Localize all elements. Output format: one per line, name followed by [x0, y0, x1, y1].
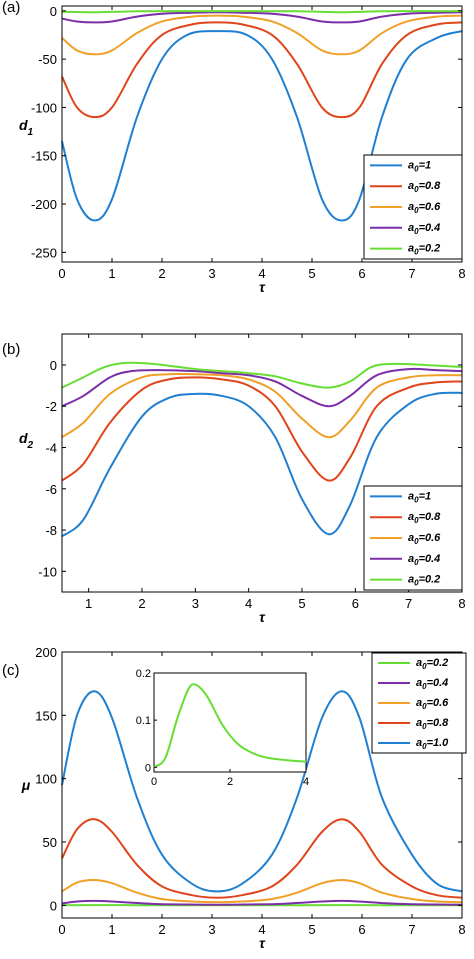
inset-series-line [153, 683, 307, 769]
x-tick-label: 7 [405, 596, 412, 611]
legend-entry: a0=1 [408, 159, 431, 173]
y-tick-label: -2 [45, 399, 57, 414]
series-line [61, 10, 463, 14]
panel-label: (a) [2, 0, 20, 16]
series-line [61, 391, 463, 538]
series-line [61, 899, 463, 906]
x-tick-label: 2 [158, 266, 165, 281]
x-tick-label: 4 [258, 922, 265, 937]
x-axis-label: τ [259, 279, 266, 295]
x-tick-label: 7 [408, 922, 415, 937]
x-tick-label: 6 [358, 266, 365, 281]
x-tick-label: 0 [58, 922, 65, 937]
x-tick-label: 1 [108, 266, 115, 281]
legend: a0=0.2 a0=0.4 a0=0.6 a0=0.8 a0=1.0 [371, 652, 467, 754]
series-line [61, 372, 463, 439]
x-tick-label: 8 [458, 922, 465, 937]
y-tick-label: 150 [35, 708, 57, 723]
x-tick-label: 5 [308, 922, 315, 937]
y-tick-label: 0 [50, 4, 57, 19]
series-line [61, 878, 463, 904]
x-axis-label: τ [259, 935, 266, 951]
legend-entry: a0=0.2 [408, 574, 440, 588]
legend-entry: a0=0.6 [416, 697, 449, 711]
inset-plot: 0 2 4 0 0.1 0.2 [136, 668, 309, 788]
series-line [61, 30, 463, 222]
x-tick-label: 2 [158, 922, 165, 937]
panel-1: 0 1 2 3 4 5 6 7 80-50-100-150-200-250τd1(a)a0=1a… [2, 0, 466, 295]
legend-entry: a0=0.2 [416, 657, 448, 671]
y-tick-label: -8 [45, 523, 57, 538]
series-line [61, 14, 463, 56]
inset-y-tick-label: 0 [145, 762, 151, 774]
x-tick-label: 0 [58, 266, 65, 281]
legend-entry: a0=0.2 [408, 243, 440, 257]
y-tick-label: -100 [31, 100, 57, 115]
y-tick-label: -50 [38, 52, 57, 67]
series-line [61, 11, 463, 24]
inset-y-tick-label: 0.2 [136, 668, 151, 680]
x-tick-label: 1 [85, 596, 92, 611]
x-tick-label: 5 [308, 266, 315, 281]
inset-x-tick-label: 0 [151, 776, 157, 788]
legend-entry: a0=0.6 [408, 532, 441, 546]
legend-entry: a0=0.6 [408, 201, 441, 215]
panel-label: (b) [2, 341, 20, 358]
y-axis-label: d2 [19, 430, 34, 451]
x-tick-label: 7 [408, 266, 415, 281]
y-tick-label: 50 [43, 835, 57, 850]
y-tick-label: 100 [35, 772, 57, 787]
legend: a0=1 a0=0.8 a0=0.6 a0=0.4 a0=0.2 [363, 485, 463, 591]
legend-entry: a0=0.4 [408, 222, 440, 236]
x-tick-label: 3 [208, 922, 215, 937]
x-tick-label: 3 [208, 266, 215, 281]
y-tick-label: -150 [31, 149, 57, 164]
y-tick-label: 200 [35, 645, 57, 660]
inset-x-tick-label: 4 [303, 776, 309, 788]
x-tick-label: 6 [358, 922, 365, 937]
x-tick-label: 8 [458, 596, 465, 611]
x-tick-label: 3 [192, 596, 199, 611]
y-tick-label: 0 [50, 898, 57, 913]
legend: a0=1 a0=0.8 a0=0.6 a0=0.4 a0=0.2 [363, 154, 463, 260]
legend-entry: a0=0.8 [408, 180, 441, 194]
x-tick-label: 5 [298, 596, 305, 611]
series-line [61, 21, 463, 119]
y-tick-label: -10 [38, 564, 57, 579]
y-tick-label: -200 [31, 197, 57, 212]
series-line [61, 376, 463, 482]
x-tick-label: 4 [245, 596, 252, 611]
x-tick-label: 1 [108, 922, 115, 937]
legend-entry: a0=1 [408, 490, 431, 504]
y-axis-label: μ [21, 777, 31, 793]
series-line [61, 690, 463, 893]
inset-x-tick-label: 2 [227, 776, 233, 788]
series-line [61, 818, 463, 899]
y-axis-label: d1 [19, 117, 34, 138]
y-tick-label: -6 [45, 482, 57, 497]
y-tick-label: -250 [31, 245, 57, 260]
legend-entry: a0=0.8 [416, 717, 449, 731]
plot-frame [61, 333, 463, 593]
panel-2: 1 2 3 4 5 6 7 8 0 -2 -4 -6 -8 -10 τ d2 (b) a0=1 a0=0.8 a0=0… [2, 333, 466, 625]
x-tick-label: 4 [258, 266, 265, 281]
legend-entry: a0=0.8 [408, 511, 441, 525]
legend-entry: a0=0.4 [416, 677, 448, 691]
inset-frame [153, 672, 307, 773]
x-tick-label: 8 [458, 266, 465, 281]
x-axis-label: τ [259, 609, 266, 625]
panel-label: (c) [2, 662, 20, 679]
series-line [61, 361, 463, 389]
x-tick-label: 2 [138, 596, 145, 611]
y-tick-label: 0 [50, 358, 57, 373]
y-tick-label: -4 [45, 441, 57, 456]
series-line [61, 367, 463, 408]
legend-entry: a0=1.0 [416, 737, 449, 751]
x-tick-label: 6 [352, 596, 359, 611]
legend-entry: a0=0.4 [408, 553, 440, 567]
inset-y-tick-label: 0.1 [136, 715, 151, 727]
